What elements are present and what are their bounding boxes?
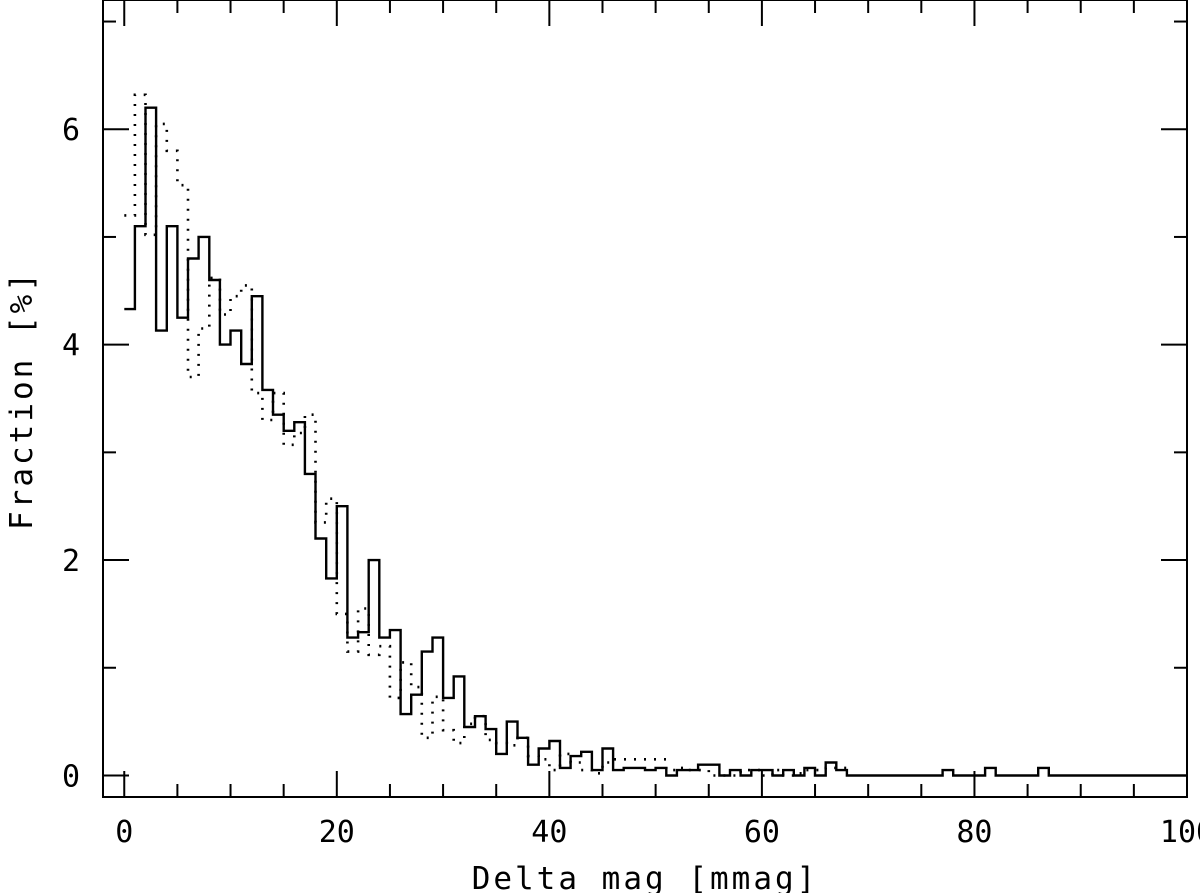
tick-labels: 0 20 40 60 80 100 0 2 4 6 [62, 113, 1200, 850]
axis-ticks [103, 0, 1188, 797]
x-axis-title: Delta mag [mmag] [472, 861, 819, 893]
y-tick-label: 6 [62, 113, 80, 148]
y-tick-label: 2 [62, 544, 80, 579]
x-tick-label: 40 [531, 815, 567, 850]
y-tick-label: 0 [62, 759, 80, 794]
x-tick-label: 60 [744, 815, 780, 850]
dotted-histogram-series [124, 93, 847, 777]
y-tick-label: 4 [62, 329, 80, 364]
x-tick-label: 0 [115, 815, 133, 850]
x-tick-label: 20 [319, 815, 355, 850]
solid-histogram-series [124, 106, 1187, 777]
x-tick-label: 80 [956, 815, 992, 850]
plot-frame [102, 0, 1188, 798]
y-axis-title: Fraction [%] [4, 270, 40, 530]
series-layer [124, 93, 1187, 777]
x-tick-label: 100 [1160, 815, 1200, 850]
